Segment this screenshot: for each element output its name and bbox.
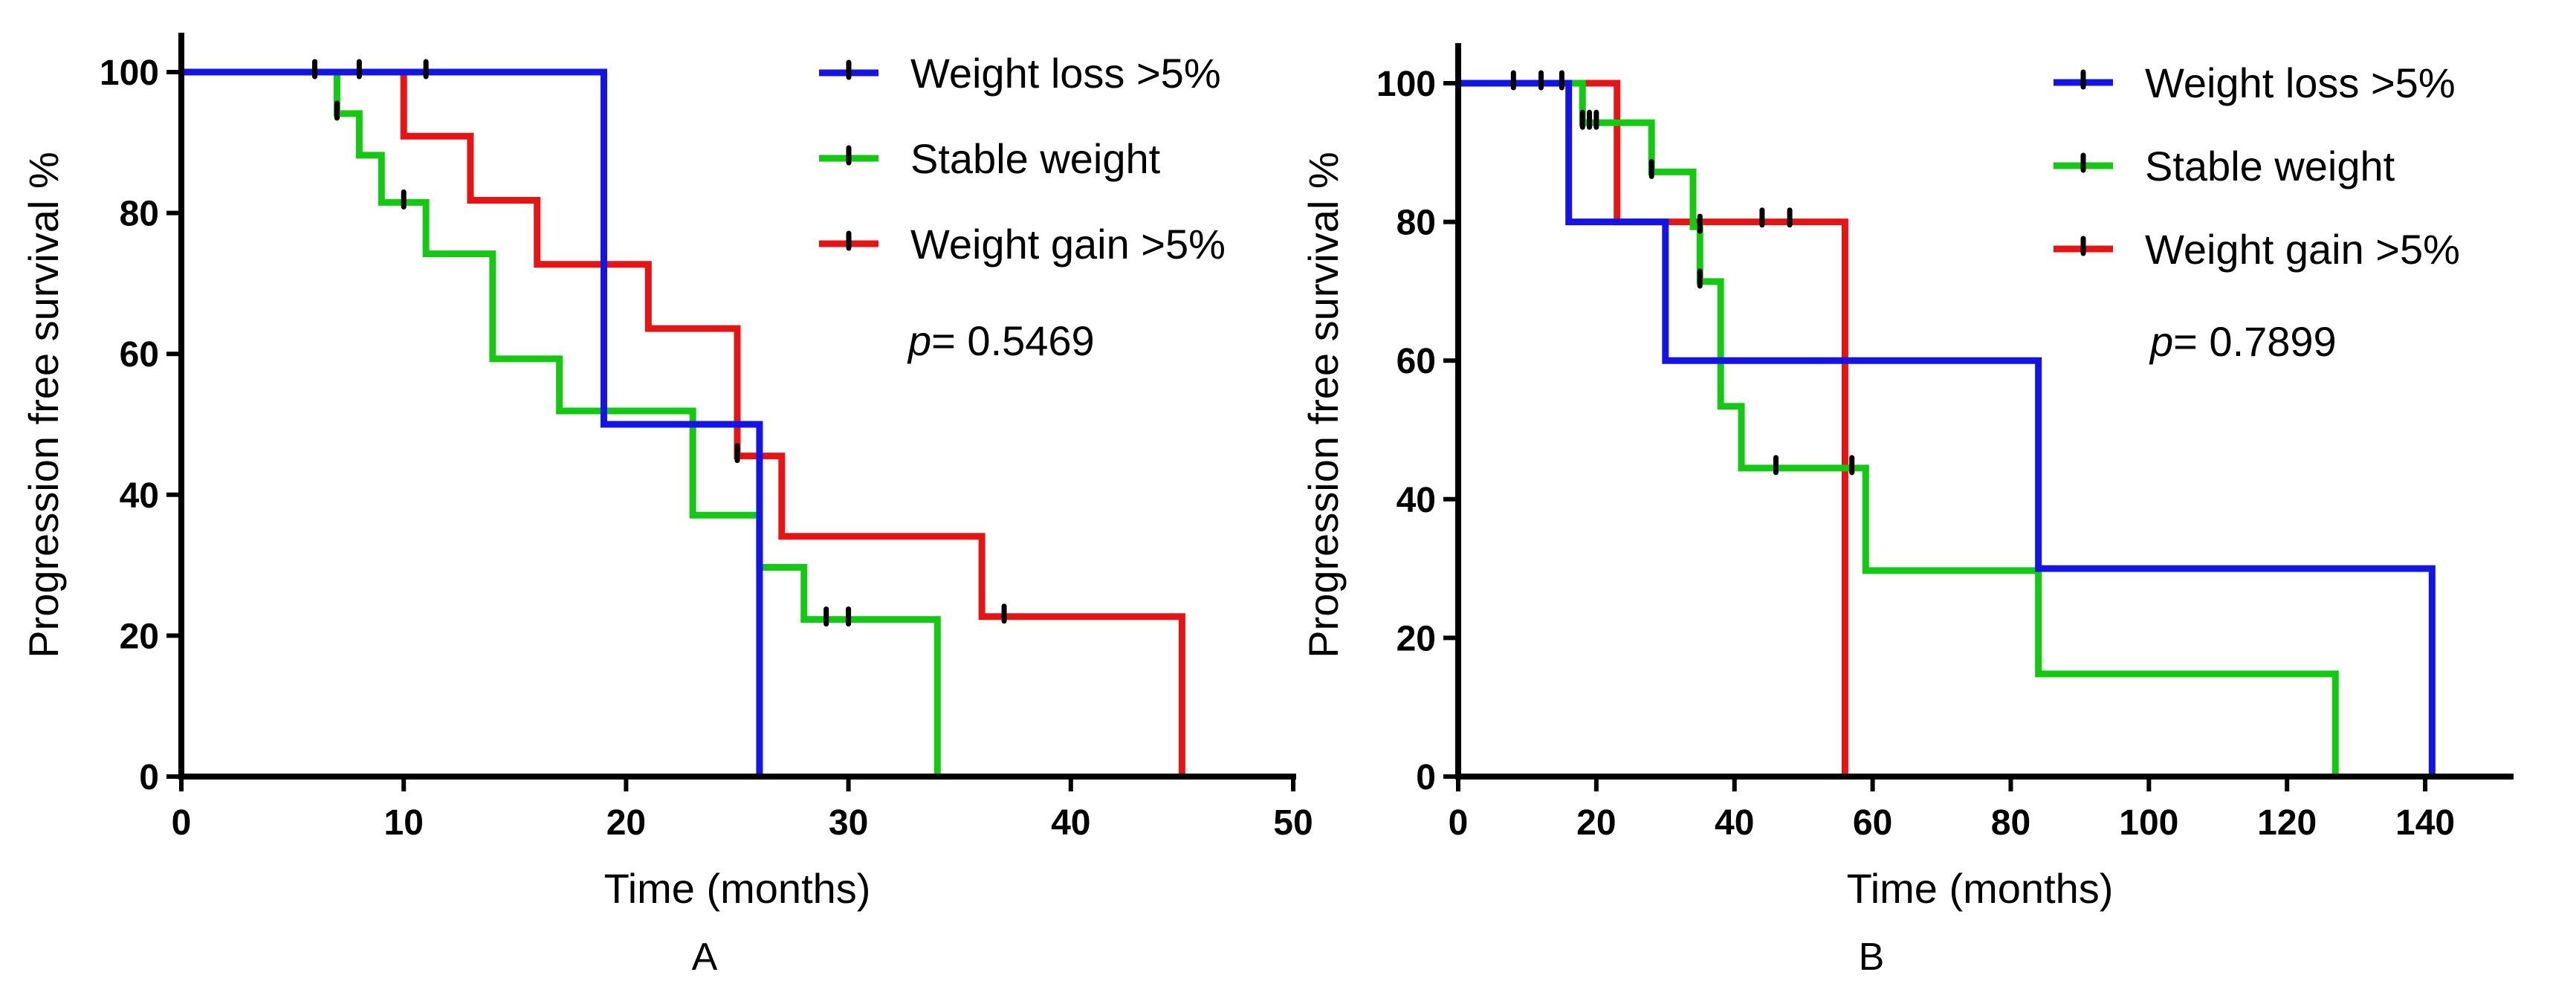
panel-a-y-tick-label: 80 xyxy=(120,195,159,234)
legend-item-weight-loss: Weight loss >5% xyxy=(819,50,1221,97)
panel-b-curve-weight-loss-5 xyxy=(1458,80,2436,777)
legend-label: Weight gain >5% xyxy=(2145,226,2460,273)
panel-b-x-tick-label: 120 xyxy=(2257,803,2317,843)
panel-b-x-tick-label: 60 xyxy=(1853,803,1892,843)
legend-label: Weight loss >5% xyxy=(2145,59,2456,106)
panel-a-x-tick-label: 20 xyxy=(606,803,646,843)
legend-item-stable-weight: Stable weight xyxy=(2054,143,2395,189)
legend-label: Weight gain >5% xyxy=(910,221,1226,268)
p-value-text: = 0.7899 xyxy=(2173,318,2337,365)
panel-b: 0 20 40 60 80 100 0 20 40 60 80 100 120 140 Progress… xyxy=(1300,43,2514,979)
p-symbol: p xyxy=(2149,318,2173,365)
panel-a-label: A xyxy=(692,936,718,979)
panel-a-y-tick-label: 40 xyxy=(120,476,159,516)
panel-b-x-tick-label: 80 xyxy=(1991,803,2030,843)
legend-item-weight-gain: Weight gain >5% xyxy=(2054,226,2460,273)
panel-a-curve-weight-gain-5 xyxy=(181,68,1185,777)
panel-b-y-tick-label: 100 xyxy=(1376,65,1436,104)
legend-label: Stable weight xyxy=(910,135,1161,182)
panel-b-censor-marks xyxy=(1510,70,1855,476)
panel-b-label: B xyxy=(1859,936,1885,979)
panel-a-legend: Weight loss >5% Stable weight Weight gai… xyxy=(819,50,1226,268)
panel-b-x-tick-label: 0 xyxy=(1449,803,1469,843)
panel-b-y-tick-label: 60 xyxy=(1397,342,1436,381)
panel-a-x-tick-label: 0 xyxy=(172,803,192,843)
panel-a-x-tick-label: 10 xyxy=(384,803,424,843)
panel-a-curve-stable-weight xyxy=(181,68,941,777)
panel-a-y-tick-label: 20 xyxy=(120,617,159,656)
panel-b-p-value: p= 0.7899 xyxy=(2149,318,2337,365)
legend-item-stable-weight: Stable weight xyxy=(819,135,1161,182)
panel-a-p-value: p= 0.5469 xyxy=(907,317,1095,364)
panel-b-y-tick-label: 40 xyxy=(1397,481,1436,520)
panel-a-y-tick-label: 0 xyxy=(139,758,159,797)
panel-a-y-tick-label: 60 xyxy=(120,335,159,375)
panel-b-x-tick-label: 20 xyxy=(1576,803,1616,843)
panel-a: 0 20 40 60 80 100 0 10 20 30 40 50 Progression fre… xyxy=(20,33,1313,979)
panel-b-legend: Weight loss >5% Stable weight Weight gai… xyxy=(2054,59,2460,273)
legend-item-weight-loss: Weight loss >5% xyxy=(2054,59,2456,106)
legend-label: Stable weight xyxy=(2145,143,2395,189)
p-value-text: = 0.5469 xyxy=(931,317,1095,364)
panel-b-y-tick-label: 20 xyxy=(1397,619,1436,658)
panel-a-x-ticks: 0 10 20 30 40 50 xyxy=(172,777,1313,843)
panel-b-y-axis-title: Progression free survival % xyxy=(1300,152,1347,658)
panel-a-curve-weight-loss-5 xyxy=(181,68,763,777)
panel-a-y-axis-title: Progression free survival % xyxy=(20,152,67,658)
panel-b-x-tick-label: 100 xyxy=(2119,803,2178,843)
panel-a-y-ticks: 0 20 40 60 80 100 xyxy=(100,54,181,797)
panel-a-x-tick-label: 30 xyxy=(829,803,868,843)
panel-b-y-tick-label: 80 xyxy=(1397,204,1436,243)
panel-b-x-axis-title: Time (months) xyxy=(1847,865,2114,912)
panel-a-x-tick-label: 50 xyxy=(1273,803,1313,843)
panel-a-y-tick-label: 100 xyxy=(100,54,159,93)
panel-b-x-tick-label: 140 xyxy=(2395,803,2455,843)
panel-b-y-ticks: 0 20 40 60 80 100 xyxy=(1376,65,1458,797)
panel-b-y-tick-label: 0 xyxy=(1416,758,1436,797)
panel-b-curve-weight-gain-5 xyxy=(1458,80,1848,777)
panel-a-curves xyxy=(181,68,1185,777)
legend-item-weight-gain: Weight gain >5% xyxy=(819,221,1226,268)
p-symbol: p xyxy=(907,317,931,364)
panel-a-x-axis-title: Time (months) xyxy=(604,865,871,912)
panel-b-x-tick-label: 40 xyxy=(1715,803,1754,843)
panel-a-censor-marks xyxy=(312,59,1007,627)
panel-b-x-ticks: 0 20 40 60 80 100 120 140 xyxy=(1449,777,2455,843)
legend-label: Weight loss >5% xyxy=(910,50,1221,97)
panel-a-x-tick-label: 40 xyxy=(1051,803,1090,843)
